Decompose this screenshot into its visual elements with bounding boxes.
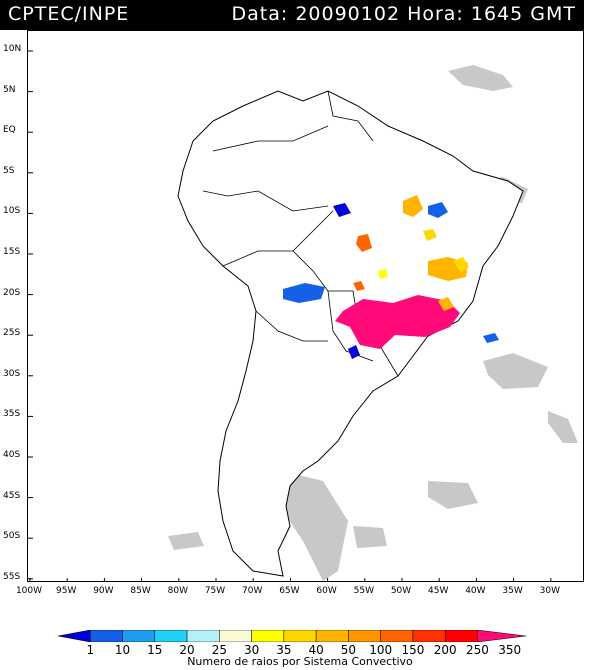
lat-label: 25S — [3, 328, 21, 339]
colorbar-label: 50 — [340, 643, 357, 657]
colorbar-label: 250 — [466, 643, 489, 657]
colorbar-cell — [154, 630, 188, 642]
cloud-patch — [548, 411, 578, 443]
colorbar-cell — [283, 630, 317, 642]
storm-cluster — [348, 345, 360, 359]
colorbar-label: 20 — [179, 643, 195, 657]
lon-label: 40W — [465, 586, 486, 596]
colorbar-label: 10 — [114, 643, 131, 657]
storm-cluster — [283, 283, 325, 303]
colorbar-cell — [315, 630, 349, 642]
colorbar-label: 1 — [86, 643, 95, 657]
lat-label: 40S — [3, 450, 21, 460]
lon-label: 50W — [390, 586, 412, 596]
lat-label: 30S — [3, 368, 21, 379]
colorbar-label: 40 — [308, 643, 324, 657]
border-line — [212, 125, 329, 152]
lat-label: 45S — [3, 490, 21, 501]
colorbar-label: 30 — [243, 643, 260, 657]
storm-cluster — [356, 234, 372, 252]
lat-label: 15S — [3, 247, 21, 257]
colorbar-cell — [251, 630, 285, 642]
colorbar-cell — [122, 630, 156, 642]
lon-label: 85W — [130, 586, 151, 596]
lat-label: 35S — [3, 409, 21, 420]
lon-label: 80W — [167, 586, 188, 596]
storm-cluster — [423, 229, 437, 241]
storm-cluster — [438, 297, 454, 311]
storm-cluster — [453, 257, 469, 273]
colorbar-label: 150 — [401, 643, 425, 657]
storm-cluster — [335, 295, 460, 349]
lon-label: 90W — [93, 586, 114, 596]
colorbar-title: Numero de raios por Sistema Convectivo — [187, 655, 413, 668]
lon-label: 45W — [428, 586, 449, 596]
lat-label: 10S — [3, 206, 21, 217]
cloud-patch — [353, 526, 387, 548]
storm-cluster — [483, 333, 499, 343]
cloud-patch — [448, 65, 513, 91]
colorbar-label: 25 — [211, 643, 227, 657]
lon-label: 75W — [204, 586, 226, 596]
colorbar-cell — [348, 630, 381, 642]
lon-label: 55W — [353, 586, 374, 596]
convective-systems — [283, 195, 499, 359]
lat-label: 55S — [3, 571, 21, 582]
storm-cluster — [353, 281, 365, 291]
cloud-patch — [483, 353, 548, 389]
border-line — [327, 290, 374, 362]
map-panel — [27, 30, 584, 582]
colorbar-cell — [90, 630, 123, 642]
colorbar-cell — [58, 630, 91, 642]
storm-cluster — [403, 195, 423, 217]
lon-label: 30W — [539, 586, 560, 596]
cloud-patch — [428, 481, 478, 509]
colorbar-label: 350 — [498, 643, 522, 657]
lat-label: 20S — [3, 287, 21, 298]
south-america-map — [28, 50, 578, 581]
colorbar-label: 100 — [369, 643, 393, 657]
product-title: CPTEC/INPE — [8, 3, 130, 25]
colorbar-label: 200 — [433, 643, 457, 657]
border-line — [255, 310, 328, 342]
lat-label: 5S — [3, 165, 15, 176]
lat-label: EQ — [3, 125, 16, 136]
lat-label: 50S — [3, 531, 21, 542]
colorbar-cell — [444, 630, 478, 642]
border-line — [327, 90, 374, 142]
colorbar-label: 35 — [276, 643, 292, 657]
lon-label: 70W — [242, 586, 263, 596]
border-line — [202, 190, 329, 212]
title-bar: CPTEC/INPE Data: 20090102 Hora: 1645 GMT — [0, 0, 584, 30]
storm-cluster — [378, 269, 388, 279]
colorbar — [58, 630, 526, 642]
lon-label: 95W — [56, 586, 77, 596]
axis-ticks — [28, 50, 552, 581]
storm-cluster — [333, 203, 351, 217]
date-time-label: Data: 20090102 Hora: 1645 GMT — [231, 3, 576, 25]
lat-label: 10N — [3, 44, 22, 54]
cloud-patch — [168, 532, 204, 550]
storm-cluster — [428, 202, 448, 218]
colorbar-cell — [412, 630, 446, 642]
border-line — [222, 210, 334, 267]
lat-label: 5N — [3, 84, 16, 95]
lon-label: 35W — [502, 586, 523, 596]
colorbar-cell — [477, 630, 526, 642]
cloud-patch — [283, 471, 348, 581]
colorbar-cell — [219, 630, 252, 642]
lon-label: 100W — [15, 586, 43, 596]
colorbar-label: 15 — [147, 643, 163, 657]
colorbar-cell — [186, 630, 220, 642]
lon-label: 65W — [279, 586, 300, 596]
lon-label: 60W — [316, 586, 337, 596]
colorbar-cell — [380, 630, 414, 642]
